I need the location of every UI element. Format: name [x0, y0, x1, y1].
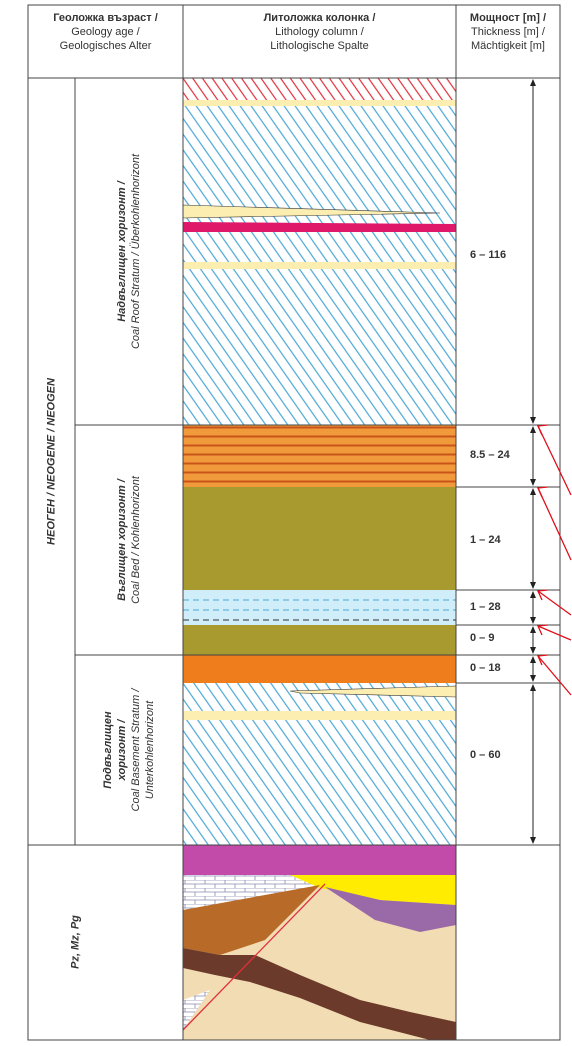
thickness-label: 6 – 116: [470, 249, 506, 261]
header-text: Geologisches Alter: [60, 40, 152, 52]
header-text: Mächtigkeit [m]: [471, 40, 545, 52]
arrow-head: [530, 684, 536, 691]
header-text: Геоложка възраст /: [53, 12, 158, 24]
thickness-label: 1 – 28: [470, 601, 501, 613]
vertical-label: Подвъглищен: [102, 711, 114, 789]
header-text: Thickness [m] /: [471, 26, 546, 38]
sand-layer: [183, 100, 456, 106]
arrow-head: [530, 417, 536, 424]
thickness-label: 0 – 60: [470, 749, 501, 761]
sand-layer: [183, 711, 456, 720]
thickness-label: 0 – 9: [470, 632, 494, 644]
header-text: Geology age /: [71, 26, 140, 38]
arrow-head: [530, 656, 536, 663]
coal-bed: [183, 625, 456, 655]
arrow-head: [530, 488, 536, 495]
vertical-label: Unterkohlenhorizont: [144, 700, 156, 799]
thickness-label: 1 – 24: [470, 534, 501, 546]
basement-magenta: [183, 845, 456, 875]
arrow-head: [530, 79, 536, 86]
coal-stripes: [183, 425, 456, 487]
clay-layer: [183, 683, 456, 845]
header-text: Lithology column /: [275, 26, 365, 38]
vertical-label: хоризонт /: [116, 718, 128, 782]
pointer-head: [538, 487, 548, 497]
arrow-head: [530, 837, 536, 844]
arrow-head: [530, 617, 536, 624]
pointer-arrow: [538, 488, 571, 560]
pointer-arrow: [538, 591, 571, 615]
arrow-head: [530, 626, 536, 633]
arrow-head: [530, 675, 536, 682]
vertical-label: НЕОГЕН / NEOGENE / NEOGEN: [45, 377, 57, 545]
stratigraphic-column: Геоложка възраст / Geology age / Geologisc…: [0, 0, 572, 1046]
vertical-label: Въглищен хоризонт /: [116, 477, 128, 601]
header-text: Литоложка колонка /: [264, 12, 376, 24]
vertical-label: Надвъглищен хоризонт /: [116, 179, 128, 322]
sand-layer: [183, 262, 456, 269]
pointer-arrow: [538, 626, 571, 640]
arrow-head: [530, 479, 536, 486]
thickness-label: 8.5 – 24: [470, 449, 511, 461]
header-text: Мощност [m] /: [470, 12, 546, 24]
vertical-label: Coal Bed / Kohlenhorizont: [130, 475, 142, 604]
thickness-label: 0 – 18: [470, 662, 501, 674]
pointer-head: [538, 655, 548, 665]
arrow-head: [530, 582, 536, 589]
vertical-label: Coal Basement Stratum /: [130, 688, 142, 812]
arrow-head: [530, 426, 536, 433]
vertical-label: Coal Roof Stratum / Überkohlenhorizont: [130, 153, 142, 349]
pointer-arrow: [538, 656, 571, 695]
coal-bed: [183, 487, 456, 590]
arrow-head: [530, 647, 536, 654]
pointer-arrow: [538, 426, 571, 495]
vertical-label: Pz, Mz, Pg: [69, 915, 81, 969]
arrow-head: [530, 591, 536, 598]
header-text: Lithologische Spalte: [270, 40, 368, 52]
orange-layer: [183, 655, 456, 683]
pointer-head: [538, 425, 548, 435]
red-hatch-layer: [183, 78, 456, 100]
